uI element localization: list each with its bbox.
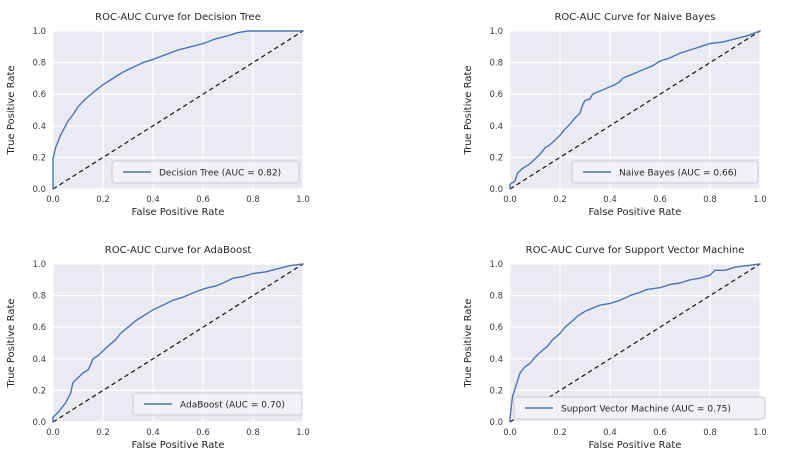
y-tick-label: 0.8 [489,59,503,69]
y-tick-label: 0.0 [489,418,503,428]
x-tick-label: 0.4 [146,195,160,205]
x-tick-label: 0.4 [603,195,617,205]
legend-box [111,160,300,184]
roc-curve-line [52,30,304,190]
legend: Naive Bayes (AUC = 0.66) [571,160,759,184]
chart-title: ROC-AUC Curve for Decision Tree [95,12,261,23]
x-tick-label: 1.0 [296,428,310,438]
y-tick-label: 0.8 [32,292,46,302]
legend-box [571,160,759,184]
y-tick-label: 0.2 [32,386,46,396]
x-tick-label: 0.2 [553,428,567,438]
y-tick-label: 0.6 [32,323,46,333]
y-tick-label: 0.8 [32,59,46,69]
y-tick-label: 0.2 [489,386,503,396]
x-tick-label: 1.0 [296,195,310,205]
y-axis-label: True Positive Rate [463,65,474,155]
gridlines [52,263,304,423]
y-tick-label: 1.0 [489,27,503,37]
x-tick-label: 0.6 [196,195,210,205]
x-tick-label: 1.0 [753,195,767,205]
x-axis-label: False Positive Rate [132,207,225,218]
legend-box [132,392,303,416]
x-tick-label: 1.0 [753,428,767,438]
roc-curve-line [509,263,761,423]
gridlines [52,30,304,190]
roc-chart-decision-tree: ROC-AUC Curve for Decision Tree 0.0 0.2 0.… [6,12,310,218]
legend: AdaBoost (AUC = 0.70) [132,392,303,416]
chance-diagonal-line [52,263,304,423]
tick-labels: 0.0 0.2 0.4 0.6 0.8 1.0 0.0 0.2 0.4 0.6 0.8 1.0 [32,27,309,205]
y-tick-label: 0.4 [489,122,503,132]
gridlines [509,30,761,190]
x-tick-label: 0.6 [653,428,667,438]
roc-chart-adaboost: ROC-AUC Curve for AdaBoost 0.0 0.2 0.4 0.6 0… [6,245,310,451]
x-tick-label: 0.8 [246,195,260,205]
x-tick-label: 0.2 [96,428,110,438]
legend-label: Naive Bayes (AUC = 0.66) [619,169,737,179]
x-tick-label: 0.6 [653,195,667,205]
x-tick-label: 0.4 [146,428,160,438]
y-tick-label: 0.0 [32,185,46,195]
y-tick-label: 0.6 [489,323,503,333]
y-tick-label: 1.0 [32,27,46,37]
x-tick-label: 0.2 [96,195,110,205]
y-axis-label: True Positive Rate [6,65,17,155]
chart-title: ROC-AUC Curve for Support Vector Machine [526,245,745,256]
chart-title: ROC-AUC Curve for Naive Bayes [554,12,715,23]
x-tick-label: 0.0 [46,195,60,205]
legend-box [513,396,766,420]
x-tick-label: 0.0 [503,195,517,205]
legend-label: AdaBoost (AUC = 0.70) [180,401,285,411]
x-axis-label: False Positive Rate [589,440,682,451]
y-tick-label: 0.2 [489,153,503,163]
chart-title: ROC-AUC Curve for AdaBoost [105,245,252,256]
legend-label: Decision Tree (AUC = 0.82) [159,169,281,179]
y-tick-label: 1.0 [489,260,503,270]
y-axis-label: True Positive Rate [463,298,474,388]
chance-diagonal-line [52,30,304,190]
y-tick-label: 0.6 [489,90,503,100]
y-tick-label: 0.0 [32,418,46,428]
tick-labels: 0.0 0.2 0.4 0.6 0.8 1.0 0.0 0.2 0.4 0.6 0.8 1.0 [32,260,309,438]
legend: Decision Tree (AUC = 0.82) [111,160,300,184]
x-tick-label: 0.8 [703,195,717,205]
legend-label: Support Vector Machine (AUC = 0.75) [561,405,731,415]
tick-labels: 0.0 0.2 0.4 0.6 0.8 1.0 0.0 0.2 0.4 0.6 0.8 1.0 [489,27,766,205]
gridlines [509,263,761,423]
legend: Support Vector Machine (AUC = 0.75) [513,396,766,420]
y-tick-label: 0.4 [32,355,46,365]
y-tick-label: 0.4 [32,122,46,132]
x-tick-label: 0.0 [503,428,517,438]
y-tick-label: 0.8 [489,292,503,302]
x-tick-label: 0.4 [603,428,617,438]
y-axis-label: True Positive Rate [6,298,17,388]
tick-labels: 0.0 0.2 0.4 0.6 0.8 1.0 0.0 0.2 0.4 0.6 0.8 1.0 [489,260,766,438]
x-axis-label: False Positive Rate [589,207,682,218]
chance-diagonal-line [509,263,761,423]
y-tick-label: 1.0 [32,260,46,270]
chance-diagonal-line [509,30,761,190]
x-tick-label: 0.6 [196,428,210,438]
x-tick-label: 0.8 [703,428,717,438]
roc-chart-naive-bayes: ROC-AUC Curve for Naive Bayes 0.0 0.2 0.4 0… [463,12,767,218]
x-axis-label: False Positive Rate [132,440,225,451]
roc-chart-support-vector-machine: ROC-AUC Curve for Support Vector Machine… [463,245,767,451]
y-tick-label: 0.0 [489,185,503,195]
x-tick-label: 0.8 [246,428,260,438]
roc-curve-line [52,263,304,423]
x-tick-label: 0.0 [46,428,60,438]
y-tick-label: 0.2 [32,153,46,163]
y-tick-label: 0.6 [32,90,46,100]
roc-curve-line [509,30,761,190]
y-tick-label: 0.4 [489,355,503,365]
x-tick-label: 0.2 [553,195,567,205]
